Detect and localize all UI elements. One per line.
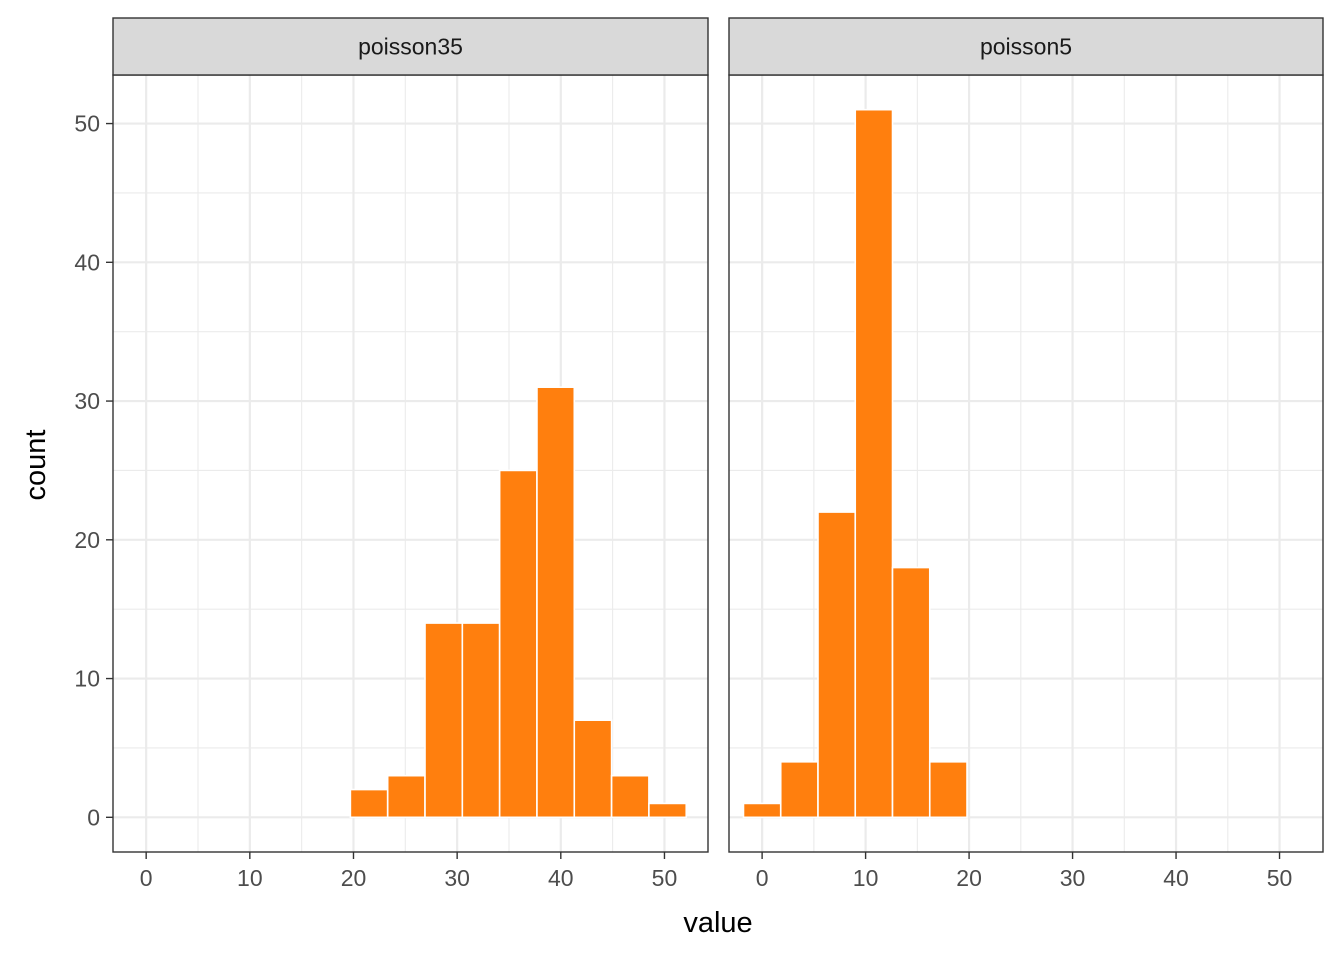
y-tick-label: 30 (74, 388, 100, 414)
x-tick-label: 20 (341, 865, 367, 891)
y-tick-label: 50 (74, 111, 100, 137)
histogram-bar (461, 622, 501, 819)
y-axis: 0 10 20 30 40 50 (74, 111, 113, 830)
y-tick-label: 20 (74, 527, 100, 553)
panels: poisson35 0 10 20 30 40 50 poisson5 0 10 20 30 40 50 (112, 17, 1324, 891)
x-axis-title: value (683, 907, 752, 939)
histogram-bar (928, 761, 968, 819)
histogram-bar (424, 622, 464, 819)
histogram-bar (817, 511, 857, 819)
histogram-bar (536, 386, 576, 819)
panel-poisson35: poisson35 0 10 20 30 40 50 (112, 17, 709, 891)
x-tick-label: 10 (853, 865, 879, 891)
histogram-bar (742, 802, 782, 819)
histogram-bar (779, 761, 819, 819)
histogram-bar (854, 108, 894, 819)
facet-strip (728, 17, 1324, 76)
x-tick-label: 50 (652, 865, 678, 891)
facet-strip-label: poisson35 (358, 34, 463, 60)
x-tick-label: 20 (956, 865, 982, 891)
x-tick-label: 50 (1267, 865, 1293, 891)
y-tick-label: 40 (74, 249, 100, 275)
x-tick-label: 40 (1163, 865, 1189, 891)
y-axis-title: count (20, 430, 52, 501)
panel-background (113, 75, 708, 852)
x-tick-label: 40 (548, 865, 574, 891)
x-tick-label: 10 (237, 865, 263, 891)
y-tick-label: 0 (87, 804, 100, 830)
histogram-bar (498, 469, 538, 819)
x-tick-label: 30 (1060, 865, 1086, 891)
facet-strip-label: poisson5 (980, 34, 1072, 60)
facet-strip (112, 17, 709, 76)
y-tick-label: 10 (74, 666, 100, 692)
x-tick-label: 0 (140, 865, 153, 891)
histogram-bar (386, 774, 426, 819)
histogram-bar (573, 719, 613, 819)
histogram-bar (610, 774, 650, 819)
histogram-bar (648, 802, 688, 819)
histogram-bar (349, 788, 389, 819)
panel-poisson5: poisson5 0 10 20 30 40 50 (728, 17, 1324, 891)
histogram-bar (891, 566, 931, 819)
x-tick-label: 30 (444, 865, 470, 891)
x-tick-label: 0 (756, 865, 769, 891)
